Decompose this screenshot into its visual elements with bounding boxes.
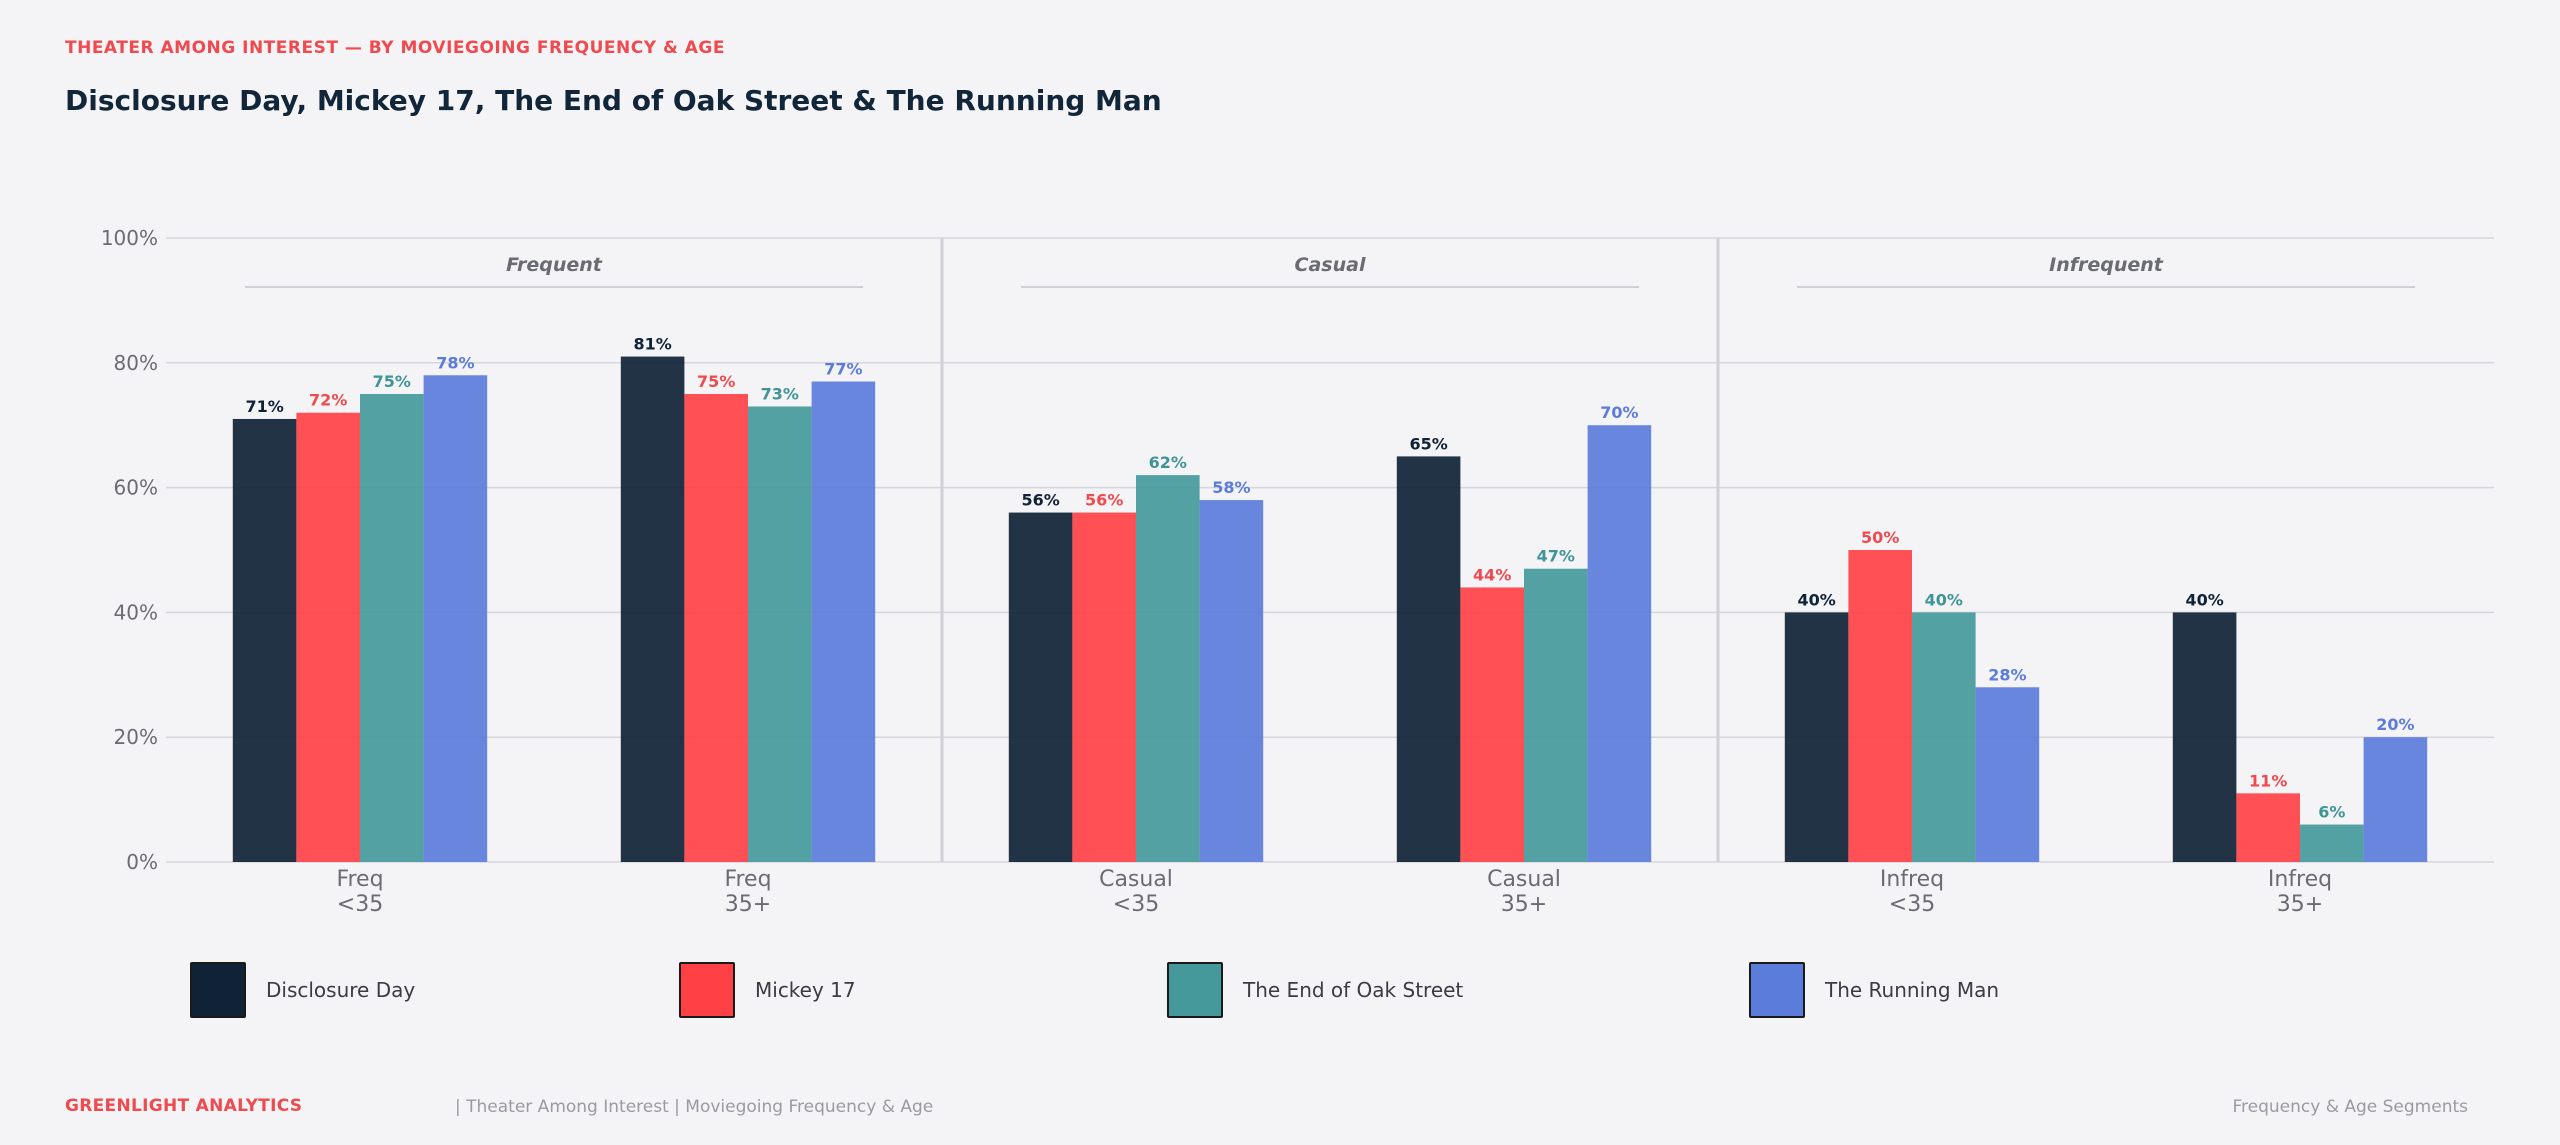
bar bbox=[1975, 687, 2040, 862]
x-tick-label: Infreq bbox=[2268, 867, 2332, 892]
x-tick-label: Freq bbox=[724, 867, 771, 892]
bar bbox=[1524, 568, 1588, 862]
bar-value-label: 47% bbox=[1537, 547, 1575, 566]
bar bbox=[360, 394, 424, 862]
bar-value-label: 73% bbox=[761, 384, 799, 403]
bar-value-label: 56% bbox=[1085, 491, 1123, 510]
bar bbox=[2172, 612, 2237, 862]
legend-label: The End of Oak Street bbox=[1243, 978, 1464, 1002]
bar-value-label: 50% bbox=[1861, 528, 1899, 547]
legend-item: The Running Man bbox=[1749, 960, 1999, 1020]
bar-value-label: 20% bbox=[2376, 715, 2414, 734]
legend-swatch bbox=[190, 962, 246, 1018]
legend-swatch bbox=[1167, 962, 1223, 1018]
chart-eyebrow: THEATER AMONG INTEREST — BY MOVIEGOING F… bbox=[65, 38, 725, 58]
bar-value-label: 56% bbox=[1021, 491, 1059, 510]
bar bbox=[1460, 587, 1524, 862]
legend-item: Disclosure Day bbox=[190, 960, 415, 1020]
bar bbox=[296, 412, 360, 862]
group-label: Frequent bbox=[506, 254, 603, 276]
bar bbox=[811, 381, 876, 862]
bar-chart: 0% 20% 40% 60% 80% 100% Frequent Casual Infreque… bbox=[101, 226, 2494, 917]
x-tick-label: Freq bbox=[336, 867, 383, 892]
chart-title: Disclosure Day, Mickey 17, The End of Oa… bbox=[65, 84, 1162, 117]
x-tick-sublabel: 35+ bbox=[1501, 892, 1547, 917]
x-tick-sublabel: 35+ bbox=[725, 892, 771, 917]
bar-value-label: 62% bbox=[1149, 453, 1187, 472]
bar bbox=[423, 375, 488, 862]
bar bbox=[1848, 550, 1912, 862]
bar bbox=[1008, 512, 1073, 862]
bar-value-label: 40% bbox=[2185, 590, 2223, 609]
bar-value-label: 11% bbox=[2249, 771, 2287, 790]
bar bbox=[1912, 612, 1976, 862]
bar-value-label: 75% bbox=[373, 372, 411, 391]
bar bbox=[684, 394, 748, 862]
bar bbox=[748, 406, 812, 862]
y-tick-label: 60% bbox=[114, 476, 158, 500]
bar-value-label: 78% bbox=[436, 353, 474, 372]
legend-swatch bbox=[679, 962, 735, 1018]
bar bbox=[2300, 824, 2364, 862]
bar bbox=[2236, 793, 2300, 862]
legend-swatch bbox=[1749, 962, 1805, 1018]
legend-label: Mickey 17 bbox=[755, 978, 856, 1002]
bar bbox=[1396, 456, 1461, 862]
bar-value-label: 81% bbox=[633, 335, 671, 354]
x-tick-label: Infreq bbox=[1880, 867, 1944, 892]
x-tick-sublabel: <35 bbox=[1889, 892, 1935, 917]
bar-value-label: 75% bbox=[697, 372, 735, 391]
bar-value-label: 71% bbox=[245, 397, 283, 416]
y-tick-label: 100% bbox=[101, 226, 158, 250]
y-tick-label: 20% bbox=[114, 725, 158, 749]
bar bbox=[2363, 737, 2428, 862]
bar bbox=[1587, 425, 1652, 862]
legend-item: Mickey 17 bbox=[679, 960, 856, 1020]
y-tick-label: 0% bbox=[126, 850, 158, 874]
bar bbox=[232, 418, 297, 862]
y-tick-label: 80% bbox=[114, 351, 158, 375]
bar-value-label: 44% bbox=[1473, 565, 1511, 584]
footer-brand: GREENLIGHT ANALYTICS bbox=[65, 1096, 303, 1116]
bar-value-label: 40% bbox=[1797, 590, 1835, 609]
bar-value-label: 28% bbox=[1988, 665, 2026, 684]
footer-right: Frequency & Age Segments bbox=[2232, 1097, 2468, 1117]
x-tick-sublabel: 35+ bbox=[2277, 892, 2323, 917]
x-tick-sublabel: <35 bbox=[337, 892, 383, 917]
x-tick-label: Casual bbox=[1099, 867, 1173, 892]
x-tick-label: Casual bbox=[1487, 867, 1561, 892]
bar bbox=[1072, 512, 1136, 862]
bar-value-label: 65% bbox=[1409, 434, 1447, 453]
bar-value-label: 40% bbox=[1925, 590, 1963, 609]
bar-value-label: 72% bbox=[309, 391, 347, 410]
legend-label: Disclosure Day bbox=[266, 978, 416, 1002]
bar bbox=[1784, 612, 1849, 862]
legend-label: The Running Man bbox=[1825, 978, 2000, 1002]
group-label: Infrequent bbox=[2049, 254, 2164, 276]
group-label: Casual bbox=[1295, 254, 1366, 276]
bar-value-label: 70% bbox=[1600, 403, 1638, 422]
bar-value-label: 58% bbox=[1212, 478, 1250, 497]
bar-value-label: 6% bbox=[2318, 803, 2345, 822]
x-tick-sublabel: <35 bbox=[1113, 892, 1159, 917]
bar bbox=[1136, 475, 1200, 862]
bar bbox=[620, 356, 685, 862]
chart-legend: Disclosure Day Mickey 17 The End of Oak St… bbox=[0, 960, 2560, 1020]
footer-meta: | Theater Among Interest | Moviegoing Fr… bbox=[455, 1097, 934, 1117]
legend-item: The End of Oak Street bbox=[1167, 960, 1463, 1020]
bar-value-label: 77% bbox=[824, 360, 862, 379]
y-tick-label: 40% bbox=[114, 600, 158, 624]
bar bbox=[1199, 500, 1264, 862]
